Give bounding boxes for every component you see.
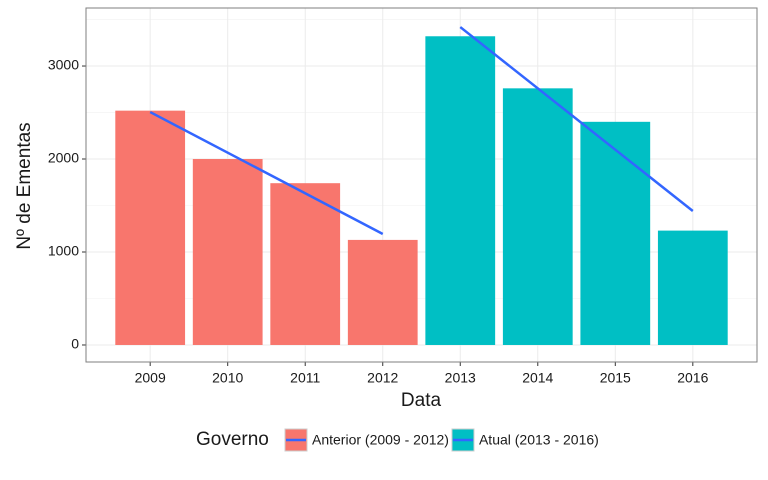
bar <box>270 183 341 345</box>
y-tick-label: 3000 <box>48 57 79 73</box>
x-tick-label: 2013 <box>445 370 476 386</box>
y-tick-label: 2000 <box>48 150 79 166</box>
y-axis-title: Nº de Ementas <box>14 122 35 249</box>
trend-line <box>149 110 384 236</box>
x-tick-label: 2010 <box>212 370 243 386</box>
bar <box>502 88 573 345</box>
x-tick-label: 2009 <box>135 370 166 386</box>
legend-label: Anterior (2009 - 2012) <box>312 432 449 448</box>
x-tick-label: 2015 <box>600 370 631 386</box>
trend-line <box>459 26 694 212</box>
bar <box>580 121 651 345</box>
legend-label: Atual (2013 - 2016) <box>479 432 599 448</box>
bar <box>657 230 728 345</box>
plot-border <box>85 7 758 363</box>
legend-item: Anterior (2009 - 2012) <box>284 428 449 452</box>
bar <box>347 239 418 345</box>
bar <box>115 110 186 345</box>
legend-title: Governo <box>196 429 269 450</box>
y-tick-label: 1000 <box>48 243 79 259</box>
x-tick-label: 2011 <box>290 370 320 386</box>
bar <box>425 36 496 345</box>
x-axis-title: Data <box>401 390 442 411</box>
x-tick-label: 2012 <box>367 370 398 386</box>
x-tick-label: 2014 <box>522 370 553 386</box>
y-tick-label: 0 <box>71 336 79 352</box>
legend-item: Atual (2013 - 2016) <box>451 428 599 452</box>
bar <box>192 159 263 345</box>
x-tick-label: 2016 <box>677 370 708 386</box>
